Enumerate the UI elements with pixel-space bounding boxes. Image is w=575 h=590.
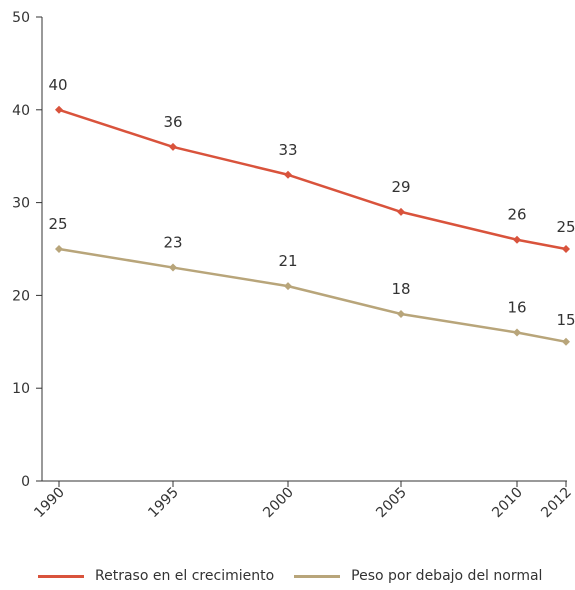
x-tick-label: 1995	[145, 485, 182, 522]
data-point	[169, 142, 177, 151]
data-point	[397, 207, 405, 216]
legend-label-underweight: Peso por debajo del normal	[351, 568, 543, 584]
series-line	[58, 247, 567, 344]
data-label: 21	[278, 252, 297, 270]
data-label: 18	[391, 280, 410, 298]
series-line	[58, 108, 567, 251]
data-label: 25	[556, 218, 575, 236]
x-tick-label: 2005	[373, 485, 410, 522]
x-tick-label: 2012	[538, 485, 575, 522]
legend-swatch-underweight	[294, 574, 341, 578]
data-point	[562, 337, 570, 346]
y-tick-label: 10	[12, 381, 30, 397]
data-label: 15	[556, 311, 575, 329]
data-labels: 40 36 33 29 26 25 25 23 21 18 16 15	[48, 76, 575, 329]
y-tick-label: 50	[12, 10, 30, 26]
y-tick-label: 20	[12, 288, 30, 304]
data-point	[513, 328, 521, 337]
series-layer	[55, 105, 570, 346]
data-label: 36	[163, 113, 182, 131]
data-point	[397, 309, 405, 318]
data-point	[562, 245, 570, 253]
data-label: 29	[391, 178, 410, 196]
data-point	[284, 282, 292, 291]
data-label: 26	[507, 206, 526, 224]
x-tick-label: 1990	[31, 485, 68, 522]
chart-legend: Retraso en el crecimiento Peso por debaj…	[38, 566, 562, 586]
y-tick-label: 30	[12, 196, 30, 212]
legend-item-underweight: Peso por debajo del normal	[294, 568, 542, 584]
legend-label-stunting: Retraso en el crecimiento	[95, 568, 275, 584]
chart-axes	[41, 17, 567, 482]
data-label: 16	[507, 299, 526, 317]
data-point	[169, 263, 177, 272]
data-point	[55, 245, 63, 253]
data-point	[513, 235, 521, 244]
data-label: 40	[48, 76, 67, 94]
data-point	[55, 105, 63, 114]
y-tick-label: 0	[21, 474, 30, 490]
y-tick-label: 40	[12, 103, 30, 119]
data-label: 25	[48, 215, 67, 233]
x-tick-label: 2010	[489, 485, 526, 522]
data-label: 33	[278, 141, 297, 159]
data-point	[284, 170, 292, 179]
legend-swatch-stunting	[38, 574, 84, 578]
legend-item-stunting: Retraso en el crecimiento	[38, 568, 274, 584]
x-tick-label: 2000	[260, 485, 297, 522]
data-label: 23	[163, 234, 182, 252]
